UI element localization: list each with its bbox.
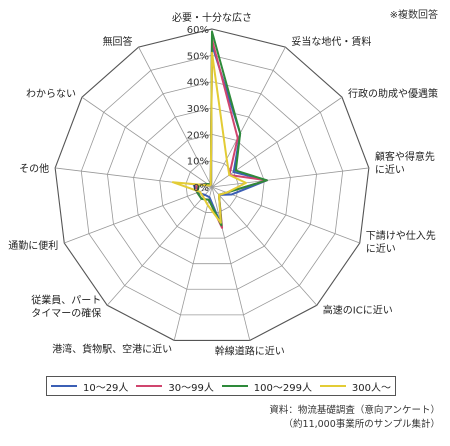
grid-ring: [185, 160, 239, 213]
axis-label: 無回答: [103, 35, 133, 48]
multiple-answer-note: ※複数回答: [389, 10, 438, 21]
grid-spoke: [211, 167, 369, 188]
grid-ring: [159, 133, 265, 239]
legend-item-10-29: 10〜29人: [50, 379, 129, 394]
grid-ring: [107, 81, 317, 290]
tick-label: 50%: [187, 51, 209, 62]
axis-label: 通勤に便利: [8, 239, 58, 252]
grid-spoke: [211, 186, 318, 306]
grid-spoke: [106, 186, 213, 306]
legend-label: 30〜99人: [168, 382, 214, 394]
axis-label: わからない: [26, 88, 76, 100]
grid-spoke: [211, 186, 360, 244]
tick-label: 40%: [187, 78, 209, 89]
axis-label: 高速のICに近い: [323, 303, 393, 316]
series-line: [171, 51, 247, 224]
axis-label: 従業員、パートタイマーの確保: [31, 293, 101, 319]
legend-swatch: [136, 385, 163, 387]
grid-spoke: [211, 186, 251, 341]
legend-item-30-99: 30〜99人: [136, 379, 214, 394]
axis-label: その他: [19, 162, 49, 175]
axis-label: 港湾、貨物駅、空港に近い: [52, 342, 172, 355]
source-line: （約11,000事業所のサンプル集計）: [283, 419, 440, 430]
grid-spoke: [138, 46, 213, 188]
grid-spoke: [81, 96, 213, 188]
grid-spoke: [64, 186, 213, 244]
axis-label: 必要・十分な広さ: [172, 11, 252, 24]
tick-label: 20%: [187, 130, 209, 141]
grid-spoke: [173, 186, 213, 341]
source-note: 資料：物流基礎調査（意向アンケート） （約11,000事業所のサンプル集計）: [269, 404, 440, 432]
axis-label: 幹線道路に近い: [215, 344, 285, 357]
legend-label: 100〜299人: [253, 382, 312, 394]
legend-swatch: [221, 385, 248, 387]
axis-label: 妥当な地代・賃料: [291, 35, 371, 48]
legend-item-300-plus: 300人〜: [319, 379, 392, 394]
source-line: 資料：物流基礎調査（意向アンケート）: [269, 405, 440, 416]
tick-label: 10%: [187, 157, 209, 168]
tick-label: 30%: [187, 104, 209, 115]
grid-ring: [80, 54, 344, 316]
grid-spoke: [211, 46, 286, 188]
grid-ring: [133, 107, 291, 265]
axis-label: 行政の助成や優遇策: [348, 87, 438, 100]
chart-legend: 10〜29人 30〜99人 100〜299人 300人〜: [46, 376, 396, 396]
axis-label: 顧客や得意先に近い: [375, 150, 435, 176]
tick-label: 60%: [187, 25, 209, 36]
legend-swatch: [50, 385, 77, 387]
tick-label: 0%: [193, 183, 209, 194]
legend-label: 300人〜: [351, 382, 392, 394]
legend-item-100-299: 100〜299人: [221, 379, 312, 394]
legend-swatch: [319, 385, 346, 387]
axis-label: 下請けや仕入先に近い: [366, 229, 436, 255]
grid-ring: [54, 28, 370, 341]
legend-label: 10〜29人: [82, 382, 129, 394]
